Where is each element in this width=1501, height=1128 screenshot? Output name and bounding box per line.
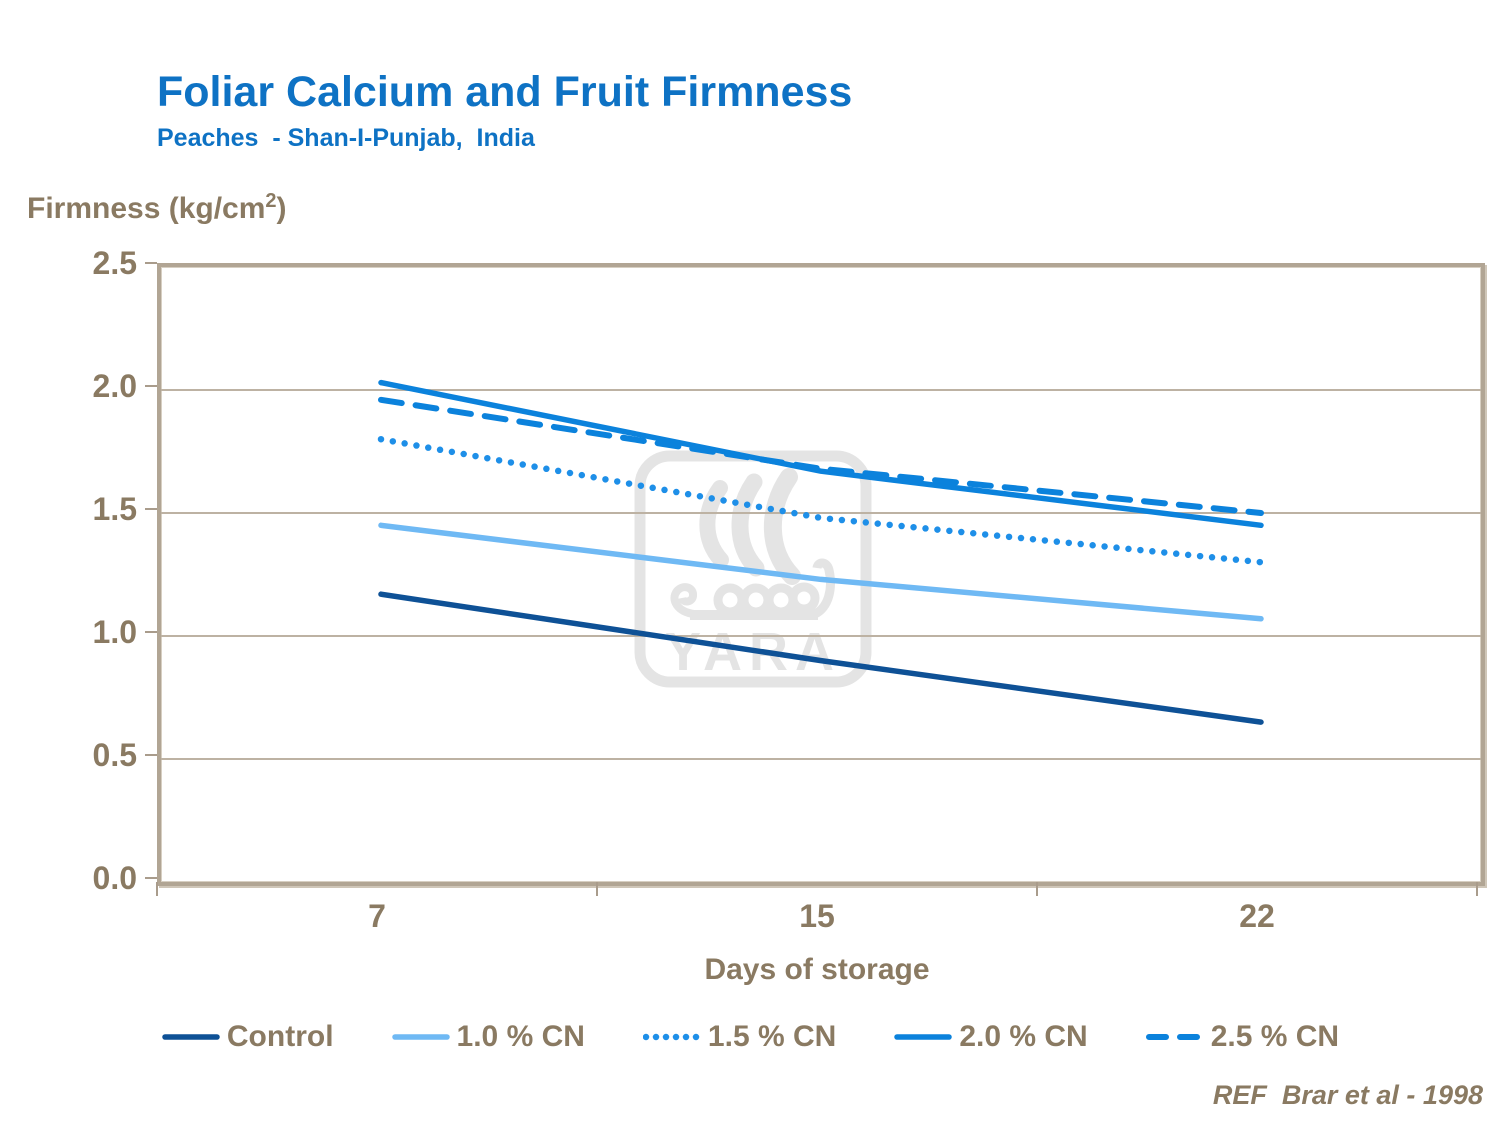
series-line-control [378,591,1264,725]
y-axis-title-sup: 2 [265,190,277,212]
y-axis-tick [145,877,157,879]
y-tick-label: 1.0 [92,614,137,650]
yara-watermark-logo: YARA [634,450,872,688]
legend-line-swatch [894,1034,953,1040]
x-axis-title: Days of storage [704,953,930,986]
x-tick-label: 7 [368,898,386,934]
legend-item-1-5-cn: 1.5 % CN [642,1020,837,1054]
x-tick-label: 22 [1239,898,1275,934]
y-axis-title-text: Firmness (kg/cm [27,192,266,225]
series-line-2-0-cn [378,379,1264,529]
legend-line-swatch [391,1034,450,1040]
y-axis-tick [145,262,157,264]
y-axis-tick [145,385,157,387]
reference-text: REF Brar et al - 1998 [1212,1080,1483,1110]
legend-item-1-0-cn: 1.0 % CN [391,1020,585,1054]
x-axis-tick [1476,882,1478,896]
legend-line-swatch [162,1034,220,1040]
series-line-1-0-cn [378,522,1264,622]
y-axis-title-suffix: ) [276,192,287,225]
y-axis-tick [145,508,157,510]
y-axis-tick [145,754,157,756]
x-axis-tick [596,882,598,896]
chart-legend: Control 1.0 % CN 1.5 % CN 2.0 % CN 2.5 % CN [0,1020,1501,1054]
legend-item-2-5-cn: 2.5 % CN [1145,1020,1340,1054]
y-axis-tick [145,631,157,633]
x-tick-label: 15 [799,898,835,934]
legend-label: 1.5 % CN [707,1020,837,1053]
page-title: Foliar Calcium and Fruit Firmness [157,68,853,116]
x-axis-tick [156,882,158,896]
y-tick-label: 0.5 [92,737,137,773]
legend-label: 1.0 % CN [456,1020,585,1053]
legend-label: 2.0 % CN [959,1020,1088,1053]
legend-line-swatch [1145,1034,1204,1040]
series-line-1-5-cn [377,435,1265,566]
page-subtitle: Peaches - Shan-I-Punjab, India [157,124,535,152]
plot-area: YARA [157,263,1485,886]
y-tick-label: 2.5 [92,245,137,281]
legend-label: Control [226,1020,334,1053]
legend-item-2-0-cn: 2.0 % CN [894,1020,1088,1054]
legend-label: 2.5 % CN [1210,1020,1340,1053]
y-tick-label: 0.0 [92,860,137,896]
y-tick-label: 1.5 [92,491,137,527]
series-line-2-5-cn [378,396,1264,516]
y-tick-label: 2.0 [92,368,137,404]
y-axis-title: Firmness (kg/cm2) [27,190,287,226]
x-axis-tick [1036,882,1038,896]
legend-item-control: Control [162,1020,334,1054]
chart-canvas [161,379,1481,760]
legend-line-swatch [642,1033,701,1041]
